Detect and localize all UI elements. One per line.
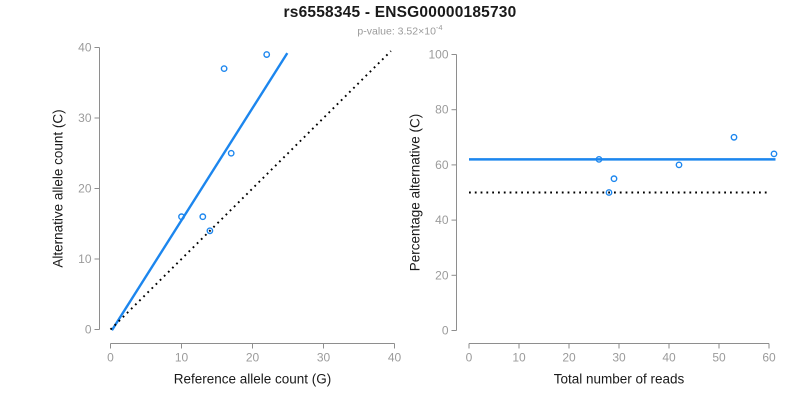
y-axis-title: Alternative allele count (C) <box>51 109 66 267</box>
data-point <box>220 65 228 73</box>
figure-title: rs6558345 - ENSG00000185730 <box>283 4 517 21</box>
pvalue-exponent: -4 <box>435 23 443 32</box>
y-tick-label: 10 <box>78 252 92 266</box>
y-tick-label: 80 <box>435 103 449 117</box>
x-axis-title: Total number of reads <box>554 372 685 387</box>
x-tick-label: 30 <box>612 351 626 365</box>
y-tick-label: 0 <box>85 323 92 337</box>
data-point <box>178 213 185 221</box>
data-point <box>675 161 683 169</box>
data-point <box>227 149 235 157</box>
data-point <box>730 133 738 141</box>
data-point <box>595 155 603 163</box>
data-point <box>199 213 207 221</box>
regression-line <box>110 52 289 331</box>
x-tick-label: 60 <box>762 351 776 365</box>
x-tick-label: 30 <box>317 351 331 365</box>
y-tick-label: 30 <box>78 111 92 125</box>
data-point <box>610 175 618 183</box>
y-tick-label: 20 <box>78 182 92 196</box>
pvalue-text: p-value: 3.52×10 <box>357 25 436 38</box>
percentage-alternative-scatter: 0 20 40 60 80 100 0 10 20 30 40 50 60 Total number of… <box>408 48 778 387</box>
y-tick-label: 0 <box>442 324 449 338</box>
x-tick-label: 40 <box>388 351 402 365</box>
y-tick-label: 40 <box>78 41 92 55</box>
y-tick-label: 40 <box>435 213 449 227</box>
data-point <box>206 227 214 235</box>
x-tick-label: 10 <box>512 351 526 365</box>
x-tick-label: 50 <box>712 351 726 365</box>
allele-count-scatter: 0 10 20 30 40 0 10 20 30 40 Reference allele count… <box>51 41 402 387</box>
x-axis-title: Reference allele count (G) <box>174 372 332 387</box>
pvalue-subtitle: p-value: 3.52×10-4 <box>0 23 800 38</box>
data-point <box>605 189 613 196</box>
y-tick-label: 20 <box>435 268 449 282</box>
data-point <box>263 51 271 58</box>
identity-line <box>109 50 392 331</box>
x-tick-label: 0 <box>107 351 114 365</box>
x-tick-label: 20 <box>562 351 576 365</box>
x-tick-label: 40 <box>662 351 676 365</box>
x-tick-label: 20 <box>246 351 260 365</box>
data-point <box>770 150 778 158</box>
y-tick-label: 60 <box>435 158 449 172</box>
y-tick-label: 100 <box>428 48 448 62</box>
y-axis-title: Percentage alternative (C) <box>408 114 423 272</box>
x-tick-label: 10 <box>175 351 189 365</box>
x-tick-label: 0 <box>466 351 473 365</box>
